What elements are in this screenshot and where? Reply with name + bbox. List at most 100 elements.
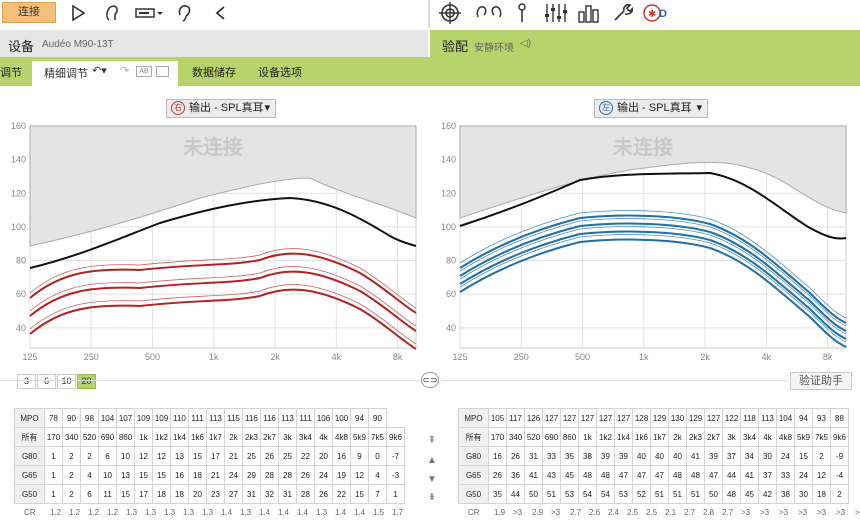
target-icon[interactable] [438,2,462,24]
table-cell[interactable]: 2 [812,446,831,466]
table-cell[interactable]: 32 [260,484,279,504]
table-cell[interactable]: 111 [296,408,315,428]
table-cell[interactable]: 2k [224,427,243,447]
verify-assistant-button[interactable]: 验证助手 [790,372,852,390]
table-cell[interactable]: 39 [596,446,615,466]
table-cell[interactable]: 10 [116,446,135,466]
table-cell[interactable]: 7k5 [368,427,387,447]
camera-icon[interactable] [156,66,169,77]
redo-icon[interactable]: ↷ [120,65,130,77]
table-cell[interactable]: 111 [188,408,207,428]
table-cell[interactable]: -3 [386,465,405,485]
table-cell[interactable]: 40 [668,446,687,466]
band-button-20[interactable]: 20 [77,374,96,389]
right-ear-chart[interactable]: 160 140 120 100 80 60 40 125 250 500 1k 2k 4k 8k 未连接 [0,118,430,368]
table-cell[interactable]: 127 [614,408,633,428]
table-cell[interactable]: 0 [368,446,387,466]
left-ear-chart[interactable]: 160 140 120 100 80 60 40 125 250 500 1k 2k 4k 8k 未连接 [430,118,860,368]
table-cell[interactable]: 12 [152,446,171,466]
table-cell[interactable]: 40 [632,446,651,466]
table-cell[interactable]: 53 [614,484,633,504]
table-cell[interactable]: 10 [98,465,117,485]
bluetooth-icon[interactable]: ✱ D [642,3,670,23]
table-cell[interactable]: 129 [686,408,705,428]
table-cell[interactable]: 18 [812,484,831,504]
table-cell[interactable]: 2 [62,465,81,485]
ears-icon[interactable] [474,3,504,23]
table-cell[interactable]: 15 [350,484,369,504]
table-cell[interactable]: 1k7 [206,427,225,447]
table-cell[interactable]: 1k2 [596,427,615,447]
table-cell[interactable]: 520 [80,427,99,447]
table-cell[interactable]: 5k9 [350,427,369,447]
table-cell[interactable]: 117 [506,408,525,428]
table-cell[interactable]: 48 [578,465,597,485]
table-cell[interactable]: -7 [386,446,405,466]
table-cell[interactable]: 50 [524,484,543,504]
table-cell[interactable]: 20 [188,484,207,504]
table-cell[interactable]: 1k4 [170,427,189,447]
table-cell[interactable]: 47 [632,465,651,485]
table-cell[interactable]: 4k8 [776,427,795,447]
table-cell[interactable]: 6 [80,484,99,504]
table-cell[interactable]: 26 [314,484,333,504]
table-cell[interactable]: 51 [668,484,687,504]
table-cell[interactable]: 48 [722,484,741,504]
right-chart-selector[interactable]: 右输出 - SPL真耳 ▾ [166,99,276,118]
connect-button[interactable]: 连接 [2,2,56,23]
table-cell[interactable]: 1k [578,427,597,447]
table-cell[interactable]: 2k7 [704,427,723,447]
table-cell[interactable]: 2 [80,446,99,466]
table-cell[interactable]: 20 [314,446,333,466]
table-cell[interactable]: 30 [794,484,813,504]
band-button-3[interactable]: 3 [17,374,36,389]
table-cell[interactable]: 1 [44,465,63,485]
table-cell[interactable]: 26 [506,446,525,466]
table-cell[interactable]: 3k [722,427,741,447]
table-cell[interactable]: 47 [704,465,723,485]
table-cell[interactable]: 16 [170,465,189,485]
table-cell[interactable]: 93 [812,408,831,428]
table-cell[interactable]: 51 [542,484,561,504]
step-down-icon[interactable]: ▼ [427,474,437,485]
table-cell[interactable]: -9 [830,446,849,466]
ab-compare-icon[interactable]: AB [136,66,152,77]
table-cell[interactable]: 860 [116,427,135,447]
table-cell[interactable]: 36 [506,465,525,485]
table-cell[interactable]: 5k9 [794,427,813,447]
table-cell[interactable]: 106 [314,408,333,428]
wrench-icon[interactable] [610,3,634,23]
table-cell[interactable]: 43 [542,465,561,485]
table-cell[interactable]: 47 [614,465,633,485]
table-cell[interactable]: 7 [368,484,387,504]
table-cell[interactable]: 40 [650,446,669,466]
table-cell[interactable]: 18 [188,465,207,485]
table-cell[interactable]: 11 [98,484,117,504]
table-cell[interactable]: 4k [758,427,777,447]
table-cell[interactable]: 15 [116,484,135,504]
table-cell[interactable]: 118 [740,408,759,428]
table-cell[interactable]: 340 [506,427,525,447]
table-cell[interactable]: 109 [152,408,171,428]
table-cell[interactable]: 7k5 [812,427,831,447]
table-cell[interactable]: 27 [224,484,243,504]
table-cell[interactable]: 15 [794,446,813,466]
table-cell[interactable]: 50 [704,484,723,504]
table-cell[interactable]: 24 [314,465,333,485]
table-cell[interactable]: 45 [740,484,759,504]
table-cell[interactable]: 113 [278,408,297,428]
table-cell[interactable]: 116 [242,408,261,428]
table-cell[interactable]: 94 [794,408,813,428]
table-cell[interactable]: 24 [224,465,243,485]
table-cell[interactable]: 54 [596,484,615,504]
table-cell[interactable]: 16 [332,446,351,466]
table-cell[interactable]: 116 [260,408,279,428]
table-cell[interactable]: 48 [686,465,705,485]
table-cell[interactable]: 44 [722,465,741,485]
table-cell[interactable]: 1k [134,427,153,447]
table-cell[interactable]: 4k8 [332,427,351,447]
table-cell[interactable]: 90 [62,408,81,428]
table-cell[interactable]: 54 [578,484,597,504]
table-cell[interactable]: 9k6 [830,427,849,447]
table-cell[interactable]: 24 [794,465,813,485]
